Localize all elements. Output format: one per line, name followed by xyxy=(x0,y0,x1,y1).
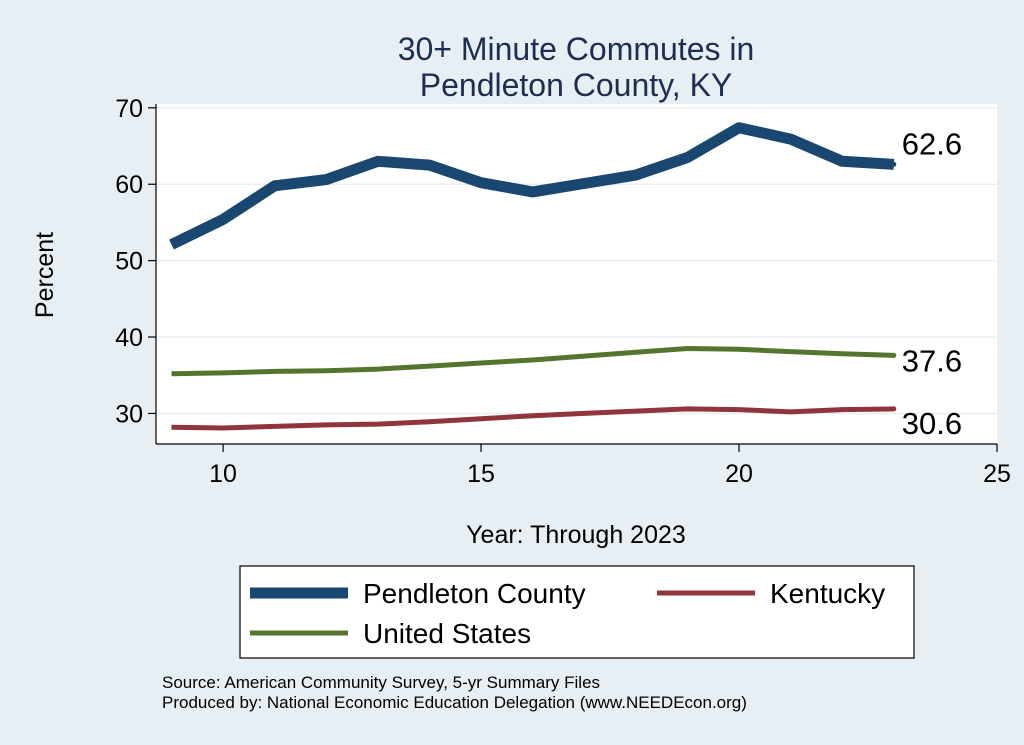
y-tick-label-70: 70 xyxy=(115,95,143,123)
source-note: Source: American Community Survey, 5-yr … xyxy=(162,673,600,692)
legend-label-kentucky: Kentucky xyxy=(770,578,885,609)
end-label-pendleton-county: 62.6 xyxy=(902,126,962,161)
series-end-point-united-states xyxy=(891,352,897,358)
chart-title-line-1: 30+ Minute Commutes in xyxy=(398,31,755,67)
y-tick-label-30: 30 xyxy=(115,400,143,428)
plot-area xyxy=(156,104,997,444)
series-end-point-pendleton-county xyxy=(891,161,897,167)
end-label-kentucky: 30.6 xyxy=(902,406,962,441)
chart-title-line-2: Pendleton County, KY xyxy=(420,67,733,103)
series-layer xyxy=(169,122,897,431)
series-line-kentucky xyxy=(171,406,894,431)
y-tick-label-40: 40 xyxy=(115,324,143,352)
x-tick-label-10: 10 xyxy=(209,460,237,488)
end-label-united-states: 37.6 xyxy=(902,343,962,378)
legend-label-united-states: United States xyxy=(363,618,531,649)
x-tick-label-20: 20 xyxy=(725,460,753,488)
y-axis-ticks: 30 40 50 60 70 xyxy=(115,95,156,428)
series-end-point-kentucky xyxy=(891,406,897,412)
produced-by-note: Produced by: National Economic Education… xyxy=(162,693,747,712)
series-line-pendleton-county xyxy=(169,122,895,250)
x-axis-title: Year: Through 2023 xyxy=(466,521,686,549)
x-tick-label-15: 15 xyxy=(467,460,495,488)
legend: Pendleton County Kentucky United States xyxy=(239,565,915,659)
end-labels: 62.6 30.6 37.6 xyxy=(902,126,962,440)
x-axis-ticks: 10 15 20 25 xyxy=(209,444,1011,488)
legend-label-pendleton-county: Pendleton County xyxy=(363,578,586,609)
y-axis-title: Percent xyxy=(31,232,59,318)
legend-box xyxy=(239,565,915,659)
series-line-united-states xyxy=(171,346,894,377)
y-tick-label-60: 60 xyxy=(115,171,143,199)
y-tick-label-50: 50 xyxy=(115,248,143,276)
x-tick-label-25: 25 xyxy=(983,460,1011,488)
